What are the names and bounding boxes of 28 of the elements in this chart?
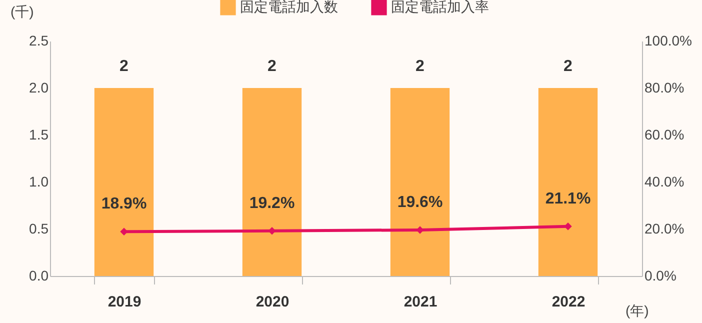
data-label: 19.6%: [397, 194, 443, 211]
y-tick-label: 0.0: [29, 268, 49, 284]
y2-tick-label: 100.0%: [644, 32, 692, 48]
data-label: 2: [268, 58, 277, 75]
x-tick-label: 2019: [108, 294, 142, 310]
legend-label: 固定電話加入率: [391, 0, 489, 14]
data-label: 19.2%: [249, 194, 295, 212]
y2-tick-label: 20.0%: [644, 220, 684, 236]
data-label: 18.9%: [101, 196, 147, 213]
y-tick-label: 1.5: [29, 126, 49, 142]
y-tick-label: 2.5: [29, 32, 49, 48]
y-tick-label: 2.0: [29, 80, 49, 96]
data-label: 21.1%: [545, 190, 591, 208]
x-axis-title: (年): [626, 302, 649, 318]
y2-tick-label: 40.0%: [644, 174, 684, 190]
x-tick-label: 2020: [256, 294, 290, 310]
data-label: 2: [416, 58, 425, 75]
y2-tick-label: 80.0%: [644, 80, 684, 96]
data-label: 2: [564, 58, 573, 75]
y-axis-title: (千): [10, 4, 34, 20]
y-tick-label: 0.5: [29, 220, 49, 236]
y-tick-label: 1.0: [29, 174, 49, 190]
x-tick-label: 2022: [552, 294, 586, 310]
legend-label: 固定電話加入数: [240, 0, 338, 14]
y2-tick-label: 60.0%: [644, 126, 684, 142]
y2-tick-label: 0.0%: [644, 268, 676, 284]
x-tick-label: 2021: [404, 294, 438, 310]
data-label: 2: [120, 58, 129, 75]
